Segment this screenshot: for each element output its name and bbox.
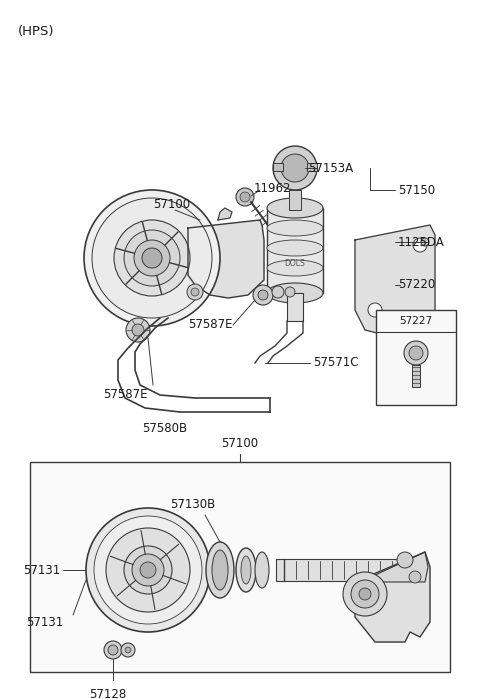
Circle shape — [368, 303, 382, 317]
Circle shape — [413, 238, 427, 252]
Circle shape — [106, 528, 190, 612]
Circle shape — [104, 641, 122, 659]
Ellipse shape — [267, 220, 323, 236]
Circle shape — [281, 154, 309, 182]
Polygon shape — [355, 225, 435, 335]
Circle shape — [142, 248, 162, 268]
Circle shape — [273, 146, 317, 190]
Text: (HPS): (HPS) — [18, 25, 55, 38]
Circle shape — [351, 580, 379, 608]
Circle shape — [92, 198, 212, 318]
Ellipse shape — [236, 548, 256, 592]
Text: 57131: 57131 — [26, 616, 63, 628]
Text: 57580B: 57580B — [143, 422, 188, 435]
Circle shape — [125, 647, 131, 653]
Ellipse shape — [241, 556, 251, 584]
Text: 57100: 57100 — [153, 199, 190, 212]
Circle shape — [94, 516, 202, 624]
Text: 57571C: 57571C — [313, 356, 359, 370]
Text: 11962: 11962 — [254, 182, 291, 194]
Circle shape — [140, 562, 156, 578]
Circle shape — [409, 346, 423, 360]
Ellipse shape — [267, 260, 323, 276]
Ellipse shape — [206, 542, 234, 598]
Circle shape — [134, 240, 170, 276]
Text: 57128: 57128 — [89, 688, 127, 699]
Bar — [289, 190, 301, 210]
Circle shape — [343, 572, 387, 616]
Circle shape — [108, 645, 118, 655]
Bar — [307, 163, 317, 171]
Polygon shape — [355, 552, 430, 642]
Circle shape — [359, 588, 371, 600]
Circle shape — [397, 552, 413, 568]
Circle shape — [191, 288, 199, 296]
Circle shape — [409, 571, 421, 583]
Polygon shape — [188, 220, 264, 298]
Bar — [276, 559, 408, 581]
Circle shape — [121, 643, 135, 657]
Circle shape — [187, 284, 203, 300]
Ellipse shape — [255, 552, 269, 588]
Circle shape — [253, 285, 273, 305]
Ellipse shape — [267, 198, 323, 218]
Text: 57100: 57100 — [221, 437, 259, 450]
Ellipse shape — [267, 283, 323, 303]
Text: 57153A: 57153A — [308, 161, 353, 175]
Bar — [412, 365, 420, 387]
Ellipse shape — [267, 240, 323, 256]
Bar — [287, 293, 303, 321]
Circle shape — [272, 286, 284, 298]
Ellipse shape — [212, 550, 228, 590]
Polygon shape — [360, 552, 428, 582]
Text: 57227: 57227 — [399, 316, 432, 326]
Text: 57587E: 57587E — [188, 319, 232, 331]
Circle shape — [84, 190, 220, 326]
Circle shape — [236, 188, 254, 206]
Circle shape — [132, 554, 164, 586]
Circle shape — [86, 508, 210, 632]
Text: 57131: 57131 — [23, 563, 60, 577]
Bar — [267, 208, 323, 293]
Circle shape — [132, 324, 144, 336]
Circle shape — [285, 287, 295, 297]
Circle shape — [124, 546, 172, 594]
Text: 57130B: 57130B — [170, 498, 215, 512]
Text: 57587E: 57587E — [103, 389, 147, 401]
Circle shape — [114, 220, 190, 296]
Circle shape — [126, 318, 150, 342]
Text: 1125DA: 1125DA — [398, 236, 445, 249]
Text: 57150: 57150 — [398, 184, 435, 196]
Circle shape — [124, 230, 180, 286]
Circle shape — [258, 290, 268, 300]
Bar — [30, 462, 450, 672]
Circle shape — [240, 192, 250, 202]
Polygon shape — [218, 208, 232, 220]
Text: 57220: 57220 — [398, 278, 435, 291]
Circle shape — [404, 341, 428, 365]
Bar — [376, 310, 456, 405]
Circle shape — [421, 238, 429, 246]
Text: DOLS: DOLS — [285, 259, 305, 268]
Bar — [273, 163, 283, 171]
